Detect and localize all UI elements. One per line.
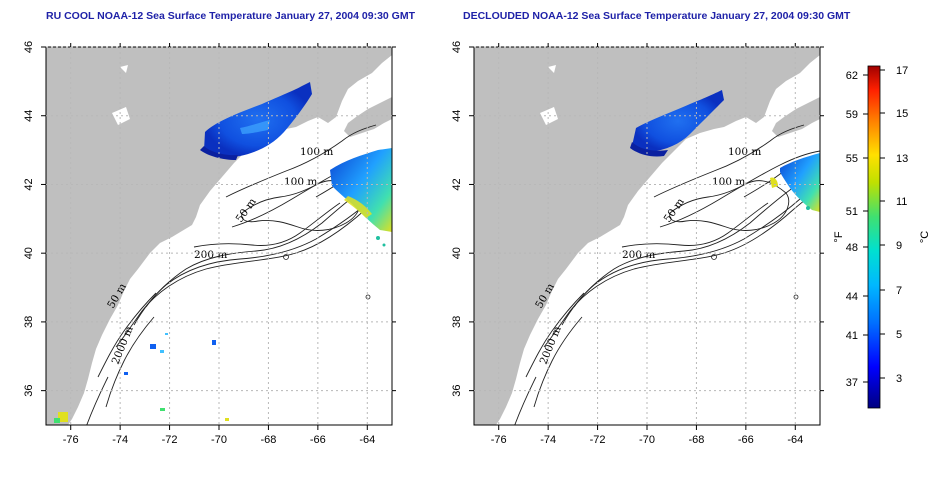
fahrenheit-tick-label: 37	[846, 377, 858, 389]
panel-title: RU COOL NOAA-12 Sea Surface Temperature …	[46, 10, 416, 22]
contour-ring	[283, 254, 289, 260]
x-tick-label: -68	[260, 434, 276, 446]
colorbar: 62 59 55 51 48 44 41 37 17 15 13 11 9 7 5 3 °F °C	[833, 65, 931, 409]
x-tick-label: -70	[211, 434, 227, 446]
contour-label: 100 m	[728, 146, 761, 158]
landmass	[474, 47, 820, 425]
y-tick-label: 44	[23, 110, 35, 122]
y-tick-label: 38	[451, 316, 463, 328]
colorbar-ramp	[867, 65, 881, 409]
panel-raw-sst: RU COOL NOAA-12 Sea Surface Temperature …	[23, 10, 416, 446]
y-tick-label: 38	[23, 316, 35, 328]
fahrenheit-tick-label: 51	[846, 206, 858, 218]
bathymetry-contour	[669, 180, 790, 231]
x-tick-label: -72	[162, 434, 178, 446]
bathymetry-contour	[225, 124, 377, 198]
y-tick-label: 46	[23, 41, 35, 53]
celsius-tick-label: 15	[896, 108, 908, 120]
x-tick-label: -72	[590, 434, 606, 446]
y-tick-label: 42	[23, 178, 35, 190]
fahrenheit-tick-label: 55	[846, 153, 858, 165]
landmass-nova-scotia	[344, 97, 392, 137]
contour-ring	[365, 294, 371, 300]
sst-swath	[54, 82, 392, 423]
contour-label: 100 m	[712, 176, 745, 188]
bathymetry-contour	[86, 376, 109, 425]
x-tick-label: -76	[491, 434, 507, 446]
y-tick-label: 36	[23, 385, 35, 397]
fahrenheit-ticks: 62 59 55 51 48 44 41 37	[846, 70, 868, 389]
sst-swath	[630, 90, 820, 212]
celsius-tick-label: 9	[896, 240, 902, 252]
bathymetry-contour	[97, 292, 157, 378]
axes: -76 -74 -72 -70 -68 -66 -64 46 44 42 40 38 36	[23, 41, 396, 446]
bathymetry-contour	[653, 124, 805, 198]
fahrenheit-tick-label: 41	[846, 330, 858, 342]
x-tick-label: -66	[310, 434, 326, 446]
bathymetry-contour	[621, 202, 769, 248]
lake	[206, 231, 216, 237]
celsius-tick-label: 3	[896, 373, 902, 385]
y-tick-label: 40	[451, 247, 463, 259]
celsius-tick-label: 17	[896, 65, 908, 77]
axes: -76 -74 -72 -70 -68 -66 -64 46 44 42 40 38 36	[451, 41, 824, 446]
contour-ring	[711, 254, 717, 260]
celsius-tick-label: 11	[896, 196, 907, 208]
lake	[634, 231, 644, 237]
y-tick-label: 36	[451, 385, 463, 397]
x-tick-label: -66	[738, 434, 754, 446]
celsius-tick-label: 5	[896, 329, 902, 341]
bathymetry-contour	[514, 376, 537, 425]
bathymetry-contour	[105, 316, 155, 408]
landmass-nova-scotia	[772, 97, 820, 137]
x-tick-label: -74	[540, 434, 556, 446]
bathymetry-contour	[533, 316, 583, 408]
celsius-unit-label: °C	[919, 231, 931, 243]
y-tick-label: 44	[451, 110, 463, 122]
landmass	[46, 47, 392, 425]
fahrenheit-tick-label: 44	[846, 291, 858, 303]
bathymetry-contour	[193, 202, 341, 248]
y-tick-label: 42	[451, 178, 463, 190]
y-tick-label: 46	[451, 41, 463, 53]
fahrenheit-unit-label: °F	[833, 231, 845, 242]
celsius-tick-label: 13	[896, 153, 908, 165]
fahrenheit-tick-label: 48	[846, 242, 858, 254]
bathymetry-contour	[543, 188, 820, 348]
lake	[654, 219, 672, 227]
x-tick-label: -70	[639, 434, 655, 446]
x-tick-label: -76	[63, 434, 79, 446]
bathymetry-contour	[525, 292, 585, 378]
panel-declouded-sst: DECLOUDED NOAA-12 Sea Surface Temperatur…	[451, 10, 851, 446]
x-tick-label: -64	[359, 434, 375, 446]
contour-ring	[793, 294, 799, 300]
fahrenheit-tick-label: 59	[846, 109, 858, 121]
y-tick-label: 40	[23, 247, 35, 259]
x-tick-label: -68	[688, 434, 704, 446]
fahrenheit-tick-label: 62	[846, 70, 858, 82]
celsius-tick-label: 7	[896, 285, 902, 297]
lake	[120, 65, 128, 73]
contour-label: 200 m	[194, 249, 227, 261]
celsius-ticks: 17 15 13 11 9 7 5 3	[880, 65, 908, 385]
x-tick-label: -74	[112, 434, 128, 446]
contour-label: 100 m	[284, 176, 317, 188]
lake	[548, 65, 556, 73]
lake	[226, 219, 244, 227]
contour-label: 100 m	[300, 146, 333, 158]
panel-title: DECLOUDED NOAA-12 Sea Surface Temperatur…	[463, 10, 851, 22]
x-tick-label: -64	[787, 434, 803, 446]
contour-label: 200 m	[622, 249, 655, 261]
